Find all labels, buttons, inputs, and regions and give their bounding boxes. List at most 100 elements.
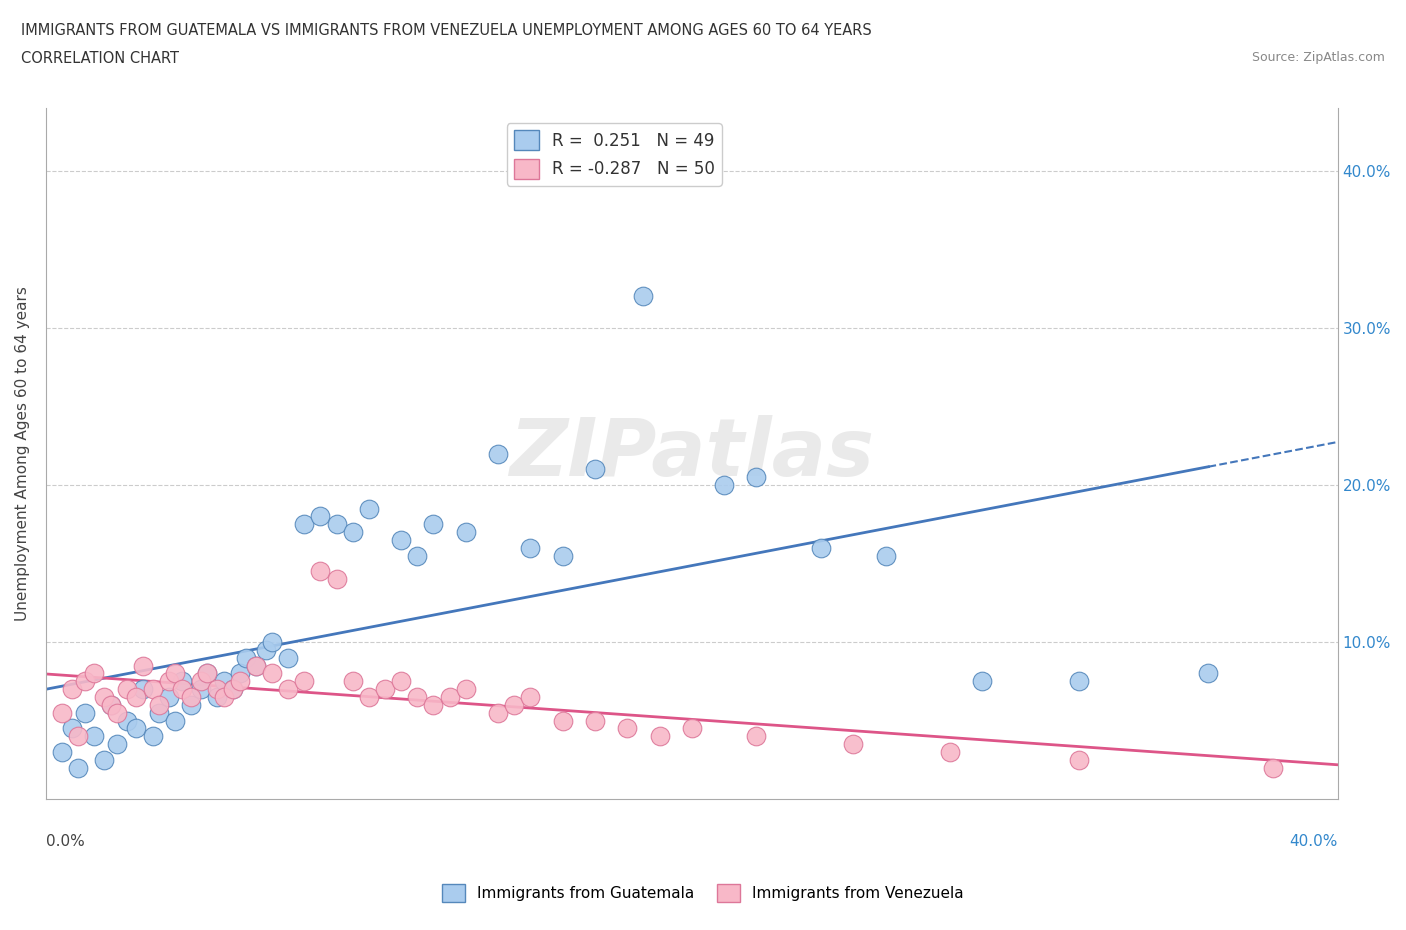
Point xyxy=(681,721,703,736)
Point xyxy=(132,658,155,673)
Point xyxy=(170,682,193,697)
Point xyxy=(583,462,606,477)
Point xyxy=(157,674,180,689)
Point xyxy=(342,674,364,689)
Point xyxy=(180,689,202,704)
Point xyxy=(73,705,96,720)
Point xyxy=(105,705,128,720)
Point xyxy=(132,682,155,697)
Y-axis label: Unemployment Among Ages 60 to 64 years: Unemployment Among Ages 60 to 64 years xyxy=(15,286,30,621)
Point xyxy=(254,643,277,658)
Point xyxy=(125,721,148,736)
Point xyxy=(519,540,541,555)
Point xyxy=(165,713,187,728)
Point xyxy=(190,674,212,689)
Point xyxy=(67,729,90,744)
Point xyxy=(972,674,994,689)
Point xyxy=(745,729,768,744)
Point xyxy=(357,689,380,704)
Point xyxy=(180,698,202,712)
Point xyxy=(51,745,73,760)
Text: IMMIGRANTS FROM GUATEMALA VS IMMIGRANTS FROM VENEZUELA UNEMPLOYMENT AMONG AGES 6: IMMIGRANTS FROM GUATEMALA VS IMMIGRANTS … xyxy=(21,23,872,38)
Point xyxy=(83,729,105,744)
Point xyxy=(115,682,138,697)
Text: Source: ZipAtlas.com: Source: ZipAtlas.com xyxy=(1251,51,1385,64)
Point xyxy=(205,682,228,697)
Point xyxy=(222,682,245,697)
Point xyxy=(648,729,671,744)
Point xyxy=(212,674,235,689)
Point xyxy=(551,713,574,728)
Point xyxy=(165,666,187,681)
Point xyxy=(51,705,73,720)
Point xyxy=(141,682,163,697)
Point xyxy=(125,689,148,704)
Point xyxy=(235,650,257,665)
Point xyxy=(228,674,250,689)
Point xyxy=(260,666,283,681)
Point xyxy=(1261,760,1284,775)
Point xyxy=(228,666,250,681)
Legend: R =  0.251   N = 49, R = -0.287   N = 50: R = 0.251 N = 49, R = -0.287 N = 50 xyxy=(508,124,721,186)
Point xyxy=(60,682,83,697)
Text: ZIPatlas: ZIPatlas xyxy=(509,415,875,493)
Point xyxy=(551,548,574,563)
Point xyxy=(939,745,962,760)
Text: CORRELATION CHART: CORRELATION CHART xyxy=(21,51,179,66)
Point xyxy=(222,682,245,697)
Point xyxy=(309,564,332,578)
Point xyxy=(197,666,219,681)
Point xyxy=(170,674,193,689)
Point xyxy=(422,698,444,712)
Point xyxy=(309,509,332,524)
Point xyxy=(422,517,444,532)
Point xyxy=(245,658,267,673)
Point xyxy=(633,289,655,304)
Point xyxy=(148,705,170,720)
Point xyxy=(93,689,115,704)
Point xyxy=(148,698,170,712)
Point xyxy=(83,666,105,681)
Point xyxy=(292,674,315,689)
Point xyxy=(212,689,235,704)
Point xyxy=(439,689,461,704)
Point xyxy=(486,705,509,720)
Point xyxy=(115,713,138,728)
Point xyxy=(406,548,429,563)
Text: 40.0%: 40.0% xyxy=(1289,833,1337,849)
Point xyxy=(325,517,347,532)
Point xyxy=(454,525,477,539)
Point xyxy=(486,446,509,461)
Point xyxy=(100,698,122,712)
Point xyxy=(105,737,128,751)
Point xyxy=(93,752,115,767)
Point xyxy=(73,674,96,689)
Point xyxy=(1198,666,1220,681)
Point xyxy=(190,682,212,697)
Point xyxy=(519,689,541,704)
Point xyxy=(1069,674,1091,689)
Point xyxy=(277,682,299,697)
Point xyxy=(292,517,315,532)
Point xyxy=(260,634,283,649)
Point xyxy=(389,533,412,548)
Point xyxy=(325,572,347,587)
Point xyxy=(245,658,267,673)
Point xyxy=(842,737,865,751)
Point xyxy=(503,698,526,712)
Point xyxy=(141,729,163,744)
Point xyxy=(277,650,299,665)
Point xyxy=(374,682,396,697)
Point xyxy=(357,501,380,516)
Point xyxy=(406,689,429,704)
Point xyxy=(454,682,477,697)
Point xyxy=(745,470,768,485)
Point xyxy=(389,674,412,689)
Point xyxy=(875,548,897,563)
Point xyxy=(713,477,735,492)
Point xyxy=(157,689,180,704)
Point xyxy=(616,721,638,736)
Point xyxy=(342,525,364,539)
Point xyxy=(67,760,90,775)
Point xyxy=(60,721,83,736)
